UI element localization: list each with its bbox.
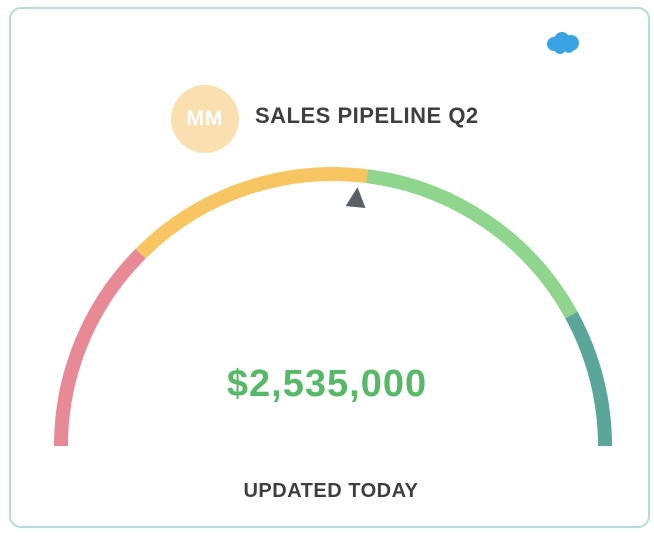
widget-title: SALES PIPELINE Q2: [255, 103, 479, 128]
gauge-segment-yellow: [135, 167, 368, 259]
updated-status: UPDATED TODAY: [243, 480, 419, 502]
gauge-pointer-icon: [345, 187, 366, 209]
gauge-segment-green: [366, 169, 578, 319]
pipeline-value: $2,535,000: [226, 363, 428, 405]
gauge-segment-red: [54, 248, 146, 447]
avatar[interactable]: MM: [171, 85, 239, 153]
salesforce-cloud-icon[interactable]: [545, 31, 581, 55]
gauge-segment-teal: [565, 311, 612, 447]
